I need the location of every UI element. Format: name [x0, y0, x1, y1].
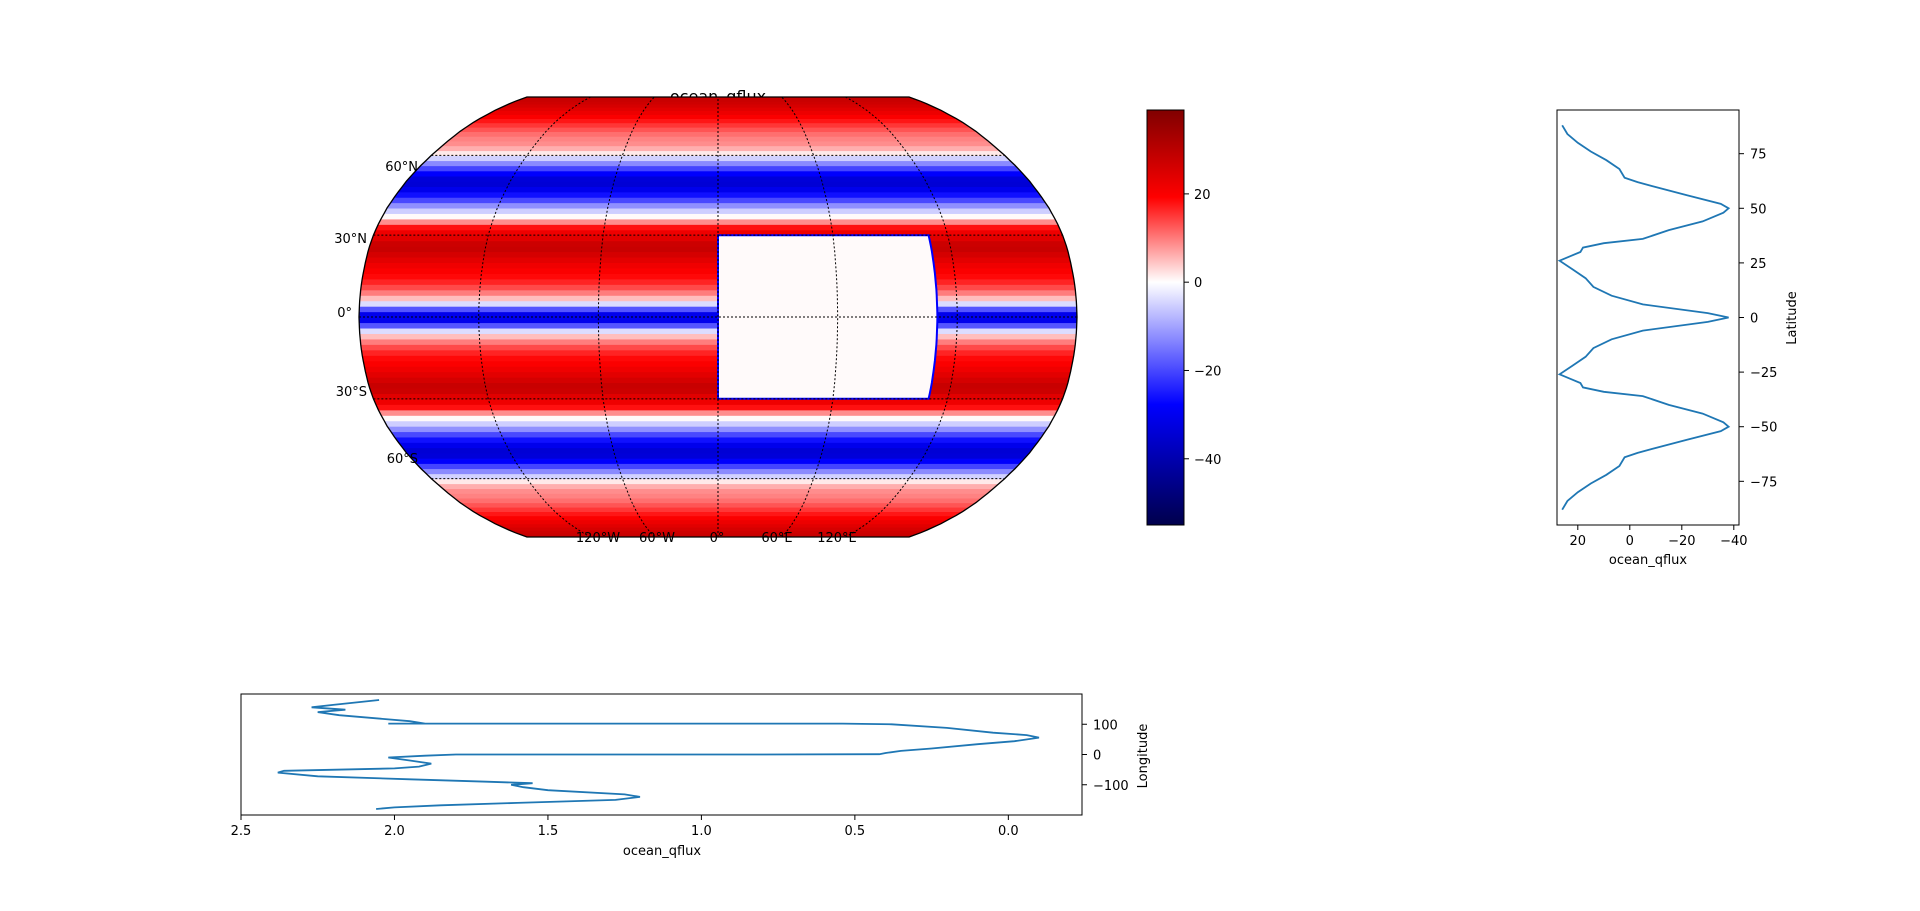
latitude-profile-frame [1556, 109, 1740, 526]
field-band [359, 107, 1077, 111]
longitude-profile-ytick-label: −100 [1093, 779, 1129, 794]
latitude-profile-ytick-label: −25 [1750, 366, 1777, 381]
map-outline [358, 96, 1078, 538]
latitude-profile-xlabel: ocean_qflux [1609, 553, 1687, 568]
longitude-profile-xtick-label: 2.0 [384, 824, 405, 839]
colorbar-tick-label: −40 [1194, 453, 1221, 468]
field-band [359, 175, 1077, 182]
field-band [359, 122, 1077, 128]
lat-tick-label-30n: 30°N [334, 232, 367, 247]
field-band [359, 170, 1077, 177]
field-band [359, 506, 1077, 512]
lat-tick-label-30s: 30°S [336, 385, 367, 400]
field-band [359, 426, 1077, 433]
field-band [359, 442, 1077, 449]
field-band [359, 431, 1077, 438]
latitude-profile-xticks: 20 0 −20 −40 [1570, 525, 1748, 549]
longitude-profile-xticks: 2.5 2.0 1.5 1.0 0.5 0.0 [231, 815, 1019, 839]
field-band [359, 398, 1077, 405]
longitude-profile-xtick-label: 1.5 [538, 824, 559, 839]
graticule [359, 96, 1077, 538]
field-band [359, 523, 1077, 528]
longitude-profile-xlabel: ocean_qflux [623, 844, 701, 859]
colorbar-ticks: 20 0 −20 −40 [1184, 188, 1221, 468]
latitude-profile-ytick-label: 0 [1750, 312, 1758, 327]
lon-tick-label-60e: 60°E [761, 531, 792, 546]
latitude-profile-ytick-label: −75 [1750, 475, 1777, 490]
field-band [359, 150, 1077, 156]
longitude-profile-yticks: 100 0 −100 [1082, 718, 1129, 794]
longitude-profile-xtick-label: 1.0 [691, 824, 712, 839]
latitude-profile-xtick-label: −20 [1668, 534, 1695, 549]
field-band [359, 519, 1077, 525]
field-band [359, 532, 1077, 536]
field-band [359, 191, 1077, 198]
lon-tick-label-120w: 120°W [576, 531, 620, 546]
field-band [359, 155, 1077, 162]
lat-tick-label-60n: 60°N [385, 160, 418, 175]
lon-tick-label-0: 0° [710, 531, 725, 546]
colorbar-tick-label: −20 [1194, 364, 1221, 379]
longitude-profile-xtick-label: 2.5 [231, 824, 252, 839]
field-band [359, 186, 1077, 193]
latitude-profile-xtick-label: −40 [1720, 534, 1747, 549]
field-band [359, 207, 1077, 214]
lon-tick-label-120e: 120°E [817, 531, 857, 546]
field-band [359, 447, 1077, 454]
field-band [359, 136, 1077, 142]
longitude-profile-xtick-label: 0.0 [998, 824, 1019, 839]
field-band [359, 97, 1077, 100]
lat-tick-label-60s: 60°S [387, 452, 418, 467]
latitude-profile-xtick-label: 0 [1626, 534, 1634, 549]
colorbar: 20 0 −20 −40 [1146, 109, 1221, 526]
field-band [359, 515, 1077, 521]
field-band [359, 415, 1077, 422]
latitude-profile-line [1557, 124, 1731, 511]
lat-tick-label-0: 0° [337, 306, 352, 321]
colorbar-tick-label: 20 [1194, 188, 1211, 203]
field-band [359, 127, 1077, 133]
latitude-profile-ytick-label: 75 [1750, 148, 1767, 163]
latitude-profile-ytick-label: −50 [1750, 421, 1777, 436]
lon-tick-label-60w: 60°W [639, 531, 675, 546]
latitude-profile-panel: 20 0 −20 −40 75 50 25 0 −25 −50 −75 ocean_qflux L… [1556, 109, 1800, 568]
longitude-profile-ytick-label: 100 [1093, 718, 1118, 733]
latitude-profile-ylabel: Latitude [1785, 291, 1800, 345]
latitude-profile-yticks: 75 50 25 0 −25 −50 −75 [1739, 148, 1777, 490]
colorbar-gradient [1146, 109, 1185, 526]
colorbar-tick-label: 0 [1194, 276, 1202, 291]
map-panel: ocean_qflux 60°N 30°N 0° 30°S 60°S 120°W… [334, 87, 1078, 546]
field-band [359, 218, 1077, 225]
field-band [359, 131, 1077, 137]
longitude-profile-xtick-label: 0.5 [845, 824, 866, 839]
field-band [359, 103, 1077, 108]
field-band [359, 478, 1077, 485]
latitude-profile-ytick-label: 50 [1750, 202, 1767, 217]
longitude-profile-ytick-label: 0 [1093, 749, 1101, 764]
field-band [359, 101, 1077, 105]
latitude-profile-ytick-label: 25 [1750, 257, 1767, 272]
latitude-profile-xtick-label: 20 [1570, 534, 1587, 549]
longitude-profile-ylabel: Longitude [1136, 724, 1151, 789]
longitude-profile-line [277, 699, 1040, 810]
field-band [359, 511, 1077, 517]
field-band [359, 483, 1077, 490]
field-band [359, 463, 1077, 470]
field-band [359, 202, 1077, 209]
field-band [359, 502, 1077, 508]
